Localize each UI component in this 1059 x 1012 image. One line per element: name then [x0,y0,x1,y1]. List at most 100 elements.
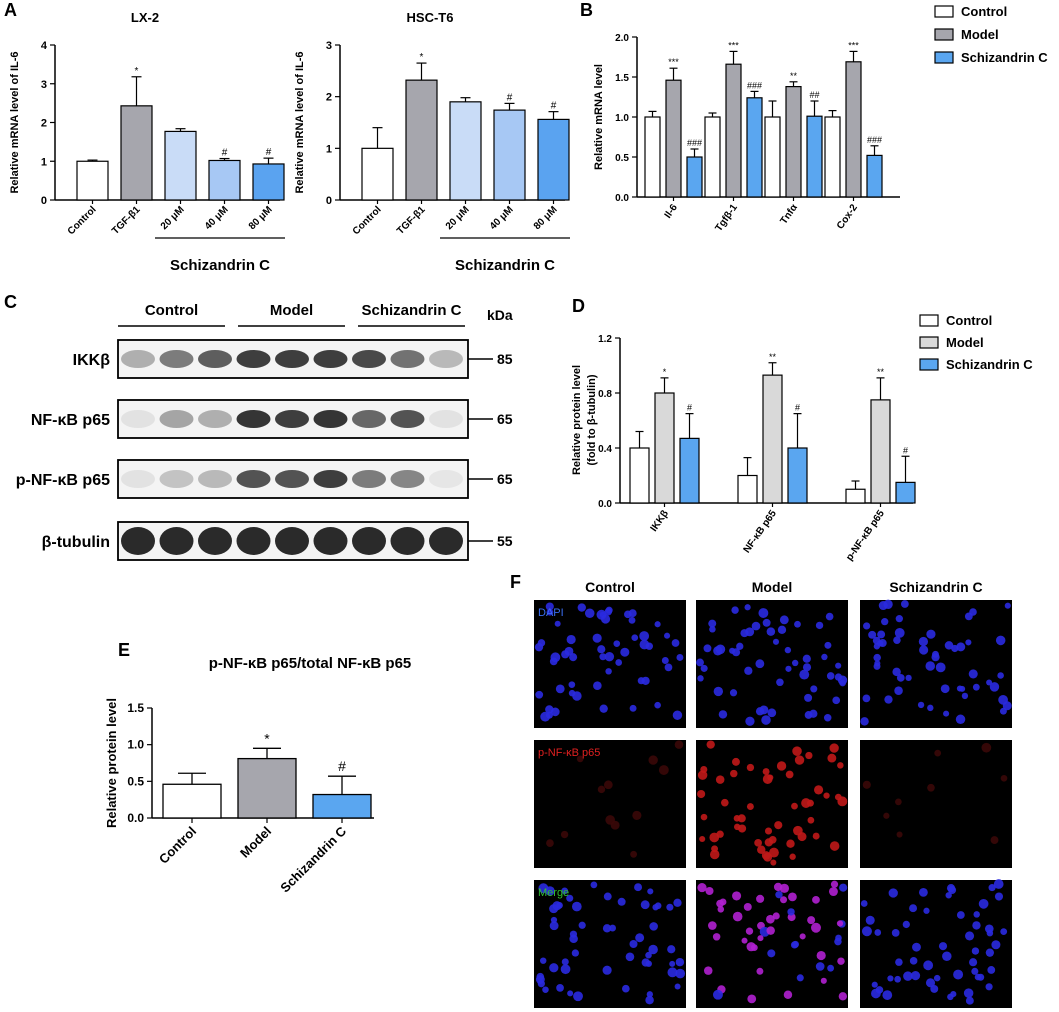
cell-nucleus [566,894,574,902]
cell-nucleus [546,608,554,616]
cell-nucleus [672,710,683,720]
cell-nucleus [774,821,783,830]
blot-band [159,410,194,428]
cell-nucleus [605,668,612,675]
cell-nucleus [837,796,848,807]
significance-mark: * [135,66,139,77]
cell-nucleus [625,952,635,962]
cell-nucleus [628,616,636,624]
legend-swatch [934,5,954,18]
cell-nucleus [860,717,869,726]
bar [537,118,570,201]
bar [237,757,297,819]
cell-nucleus [767,949,776,958]
fluorescence-image [696,600,848,728]
cell-nucleus [600,614,611,624]
cell-nucleus [697,882,707,893]
cell-nucleus [630,850,638,858]
cell-nucleus [750,944,758,952]
bar [312,793,372,819]
cell-nucleus [985,983,993,991]
panel-letter-a: A [4,0,17,20]
cell-nucleus [830,880,839,888]
blot-band [429,410,463,428]
cell-nucleus [549,963,559,973]
cell-nucleus [664,663,673,672]
image-column-label: Model [752,579,792,595]
cell-nucleus [697,770,708,780]
cell-nucleus [984,924,994,934]
cell-nucleus [943,710,950,717]
cell-nucleus [597,785,606,794]
blot-band [313,527,348,555]
cell-nucleus [561,958,569,966]
cell-nucleus [746,803,754,811]
significance-mark: # [266,147,272,158]
cell-nucleus [549,921,559,931]
cell-nucleus [838,992,848,1001]
a-y-tick-label: 2 [41,118,47,130]
cell-nucleus [878,601,888,611]
legend-label: Model [961,27,999,42]
x-tick-label: TGF-β1 [395,204,428,237]
cell-nucleus [592,633,602,643]
cell-nucleus [744,666,753,675]
cell-nucleus [667,967,678,978]
blot-band [236,350,271,368]
panel-letter-b: B [580,0,593,20]
cell-nucleus [989,682,1000,692]
y-tick-label: 0.0 [127,811,144,825]
x-tick-label: Tgfβ-1 [713,202,740,234]
cell-nucleus [756,967,764,975]
significance-mark: ** [790,71,798,81]
kda-label: kDa [487,307,513,323]
cell-nucleus [761,851,771,860]
cell-nucleus [635,933,645,943]
cell-nucleus [1004,602,1011,609]
cell-nucleus [537,980,545,988]
blot-group-label: Schizandrin C [361,302,461,319]
cell-nucleus [673,898,682,907]
cell-nucleus [905,674,912,681]
cell-nucleus [895,958,903,966]
cell-nucleus [956,642,966,652]
cell-nucleus [938,942,948,951]
significance-mark: * [264,730,270,746]
image-channel-label: p-NF-κB p65 [538,747,600,759]
cell-nucleus [720,798,729,807]
panel-letter-c: C [4,292,17,312]
cell-nucleus [617,897,626,906]
cell-nucleus [671,639,680,647]
bar [361,147,394,201]
cell-nucleus [863,622,871,630]
significance-mark: ## [809,90,819,100]
cell-nucleus [599,704,608,713]
bar [449,101,482,201]
cell-nucleus [998,694,1008,705]
x-tick-label: 40 μM [203,204,231,232]
blot-band [236,470,271,488]
cell-nucleus [900,600,909,608]
cell-nucleus [706,740,715,749]
cell-nucleus [837,762,844,769]
cell-nucleus [674,983,681,990]
cell-nucleus [747,994,757,1004]
cell-nucleus [732,757,740,766]
cell-nucleus [640,900,650,910]
cell-nucleus [969,608,977,616]
panel-letter-f: F [510,572,521,592]
cell-nucleus [985,948,995,957]
cell-nucleus [789,853,796,860]
a-y-tick-label: 1 [326,143,332,155]
cell-nucleus [703,966,713,975]
blot-row-label: p-NF-κB p65 [16,472,110,489]
cell-nucleus [972,683,980,691]
cell-nucleus [757,935,764,942]
cell-nucleus [965,996,974,1005]
cell-nucleus [832,696,841,705]
cell-nucleus [836,920,844,927]
cell-nucleus [835,662,842,669]
cell-nucleus [965,639,972,646]
g-y-tick-label: 0.0 [598,499,612,510]
cell-nucleus [754,838,762,847]
